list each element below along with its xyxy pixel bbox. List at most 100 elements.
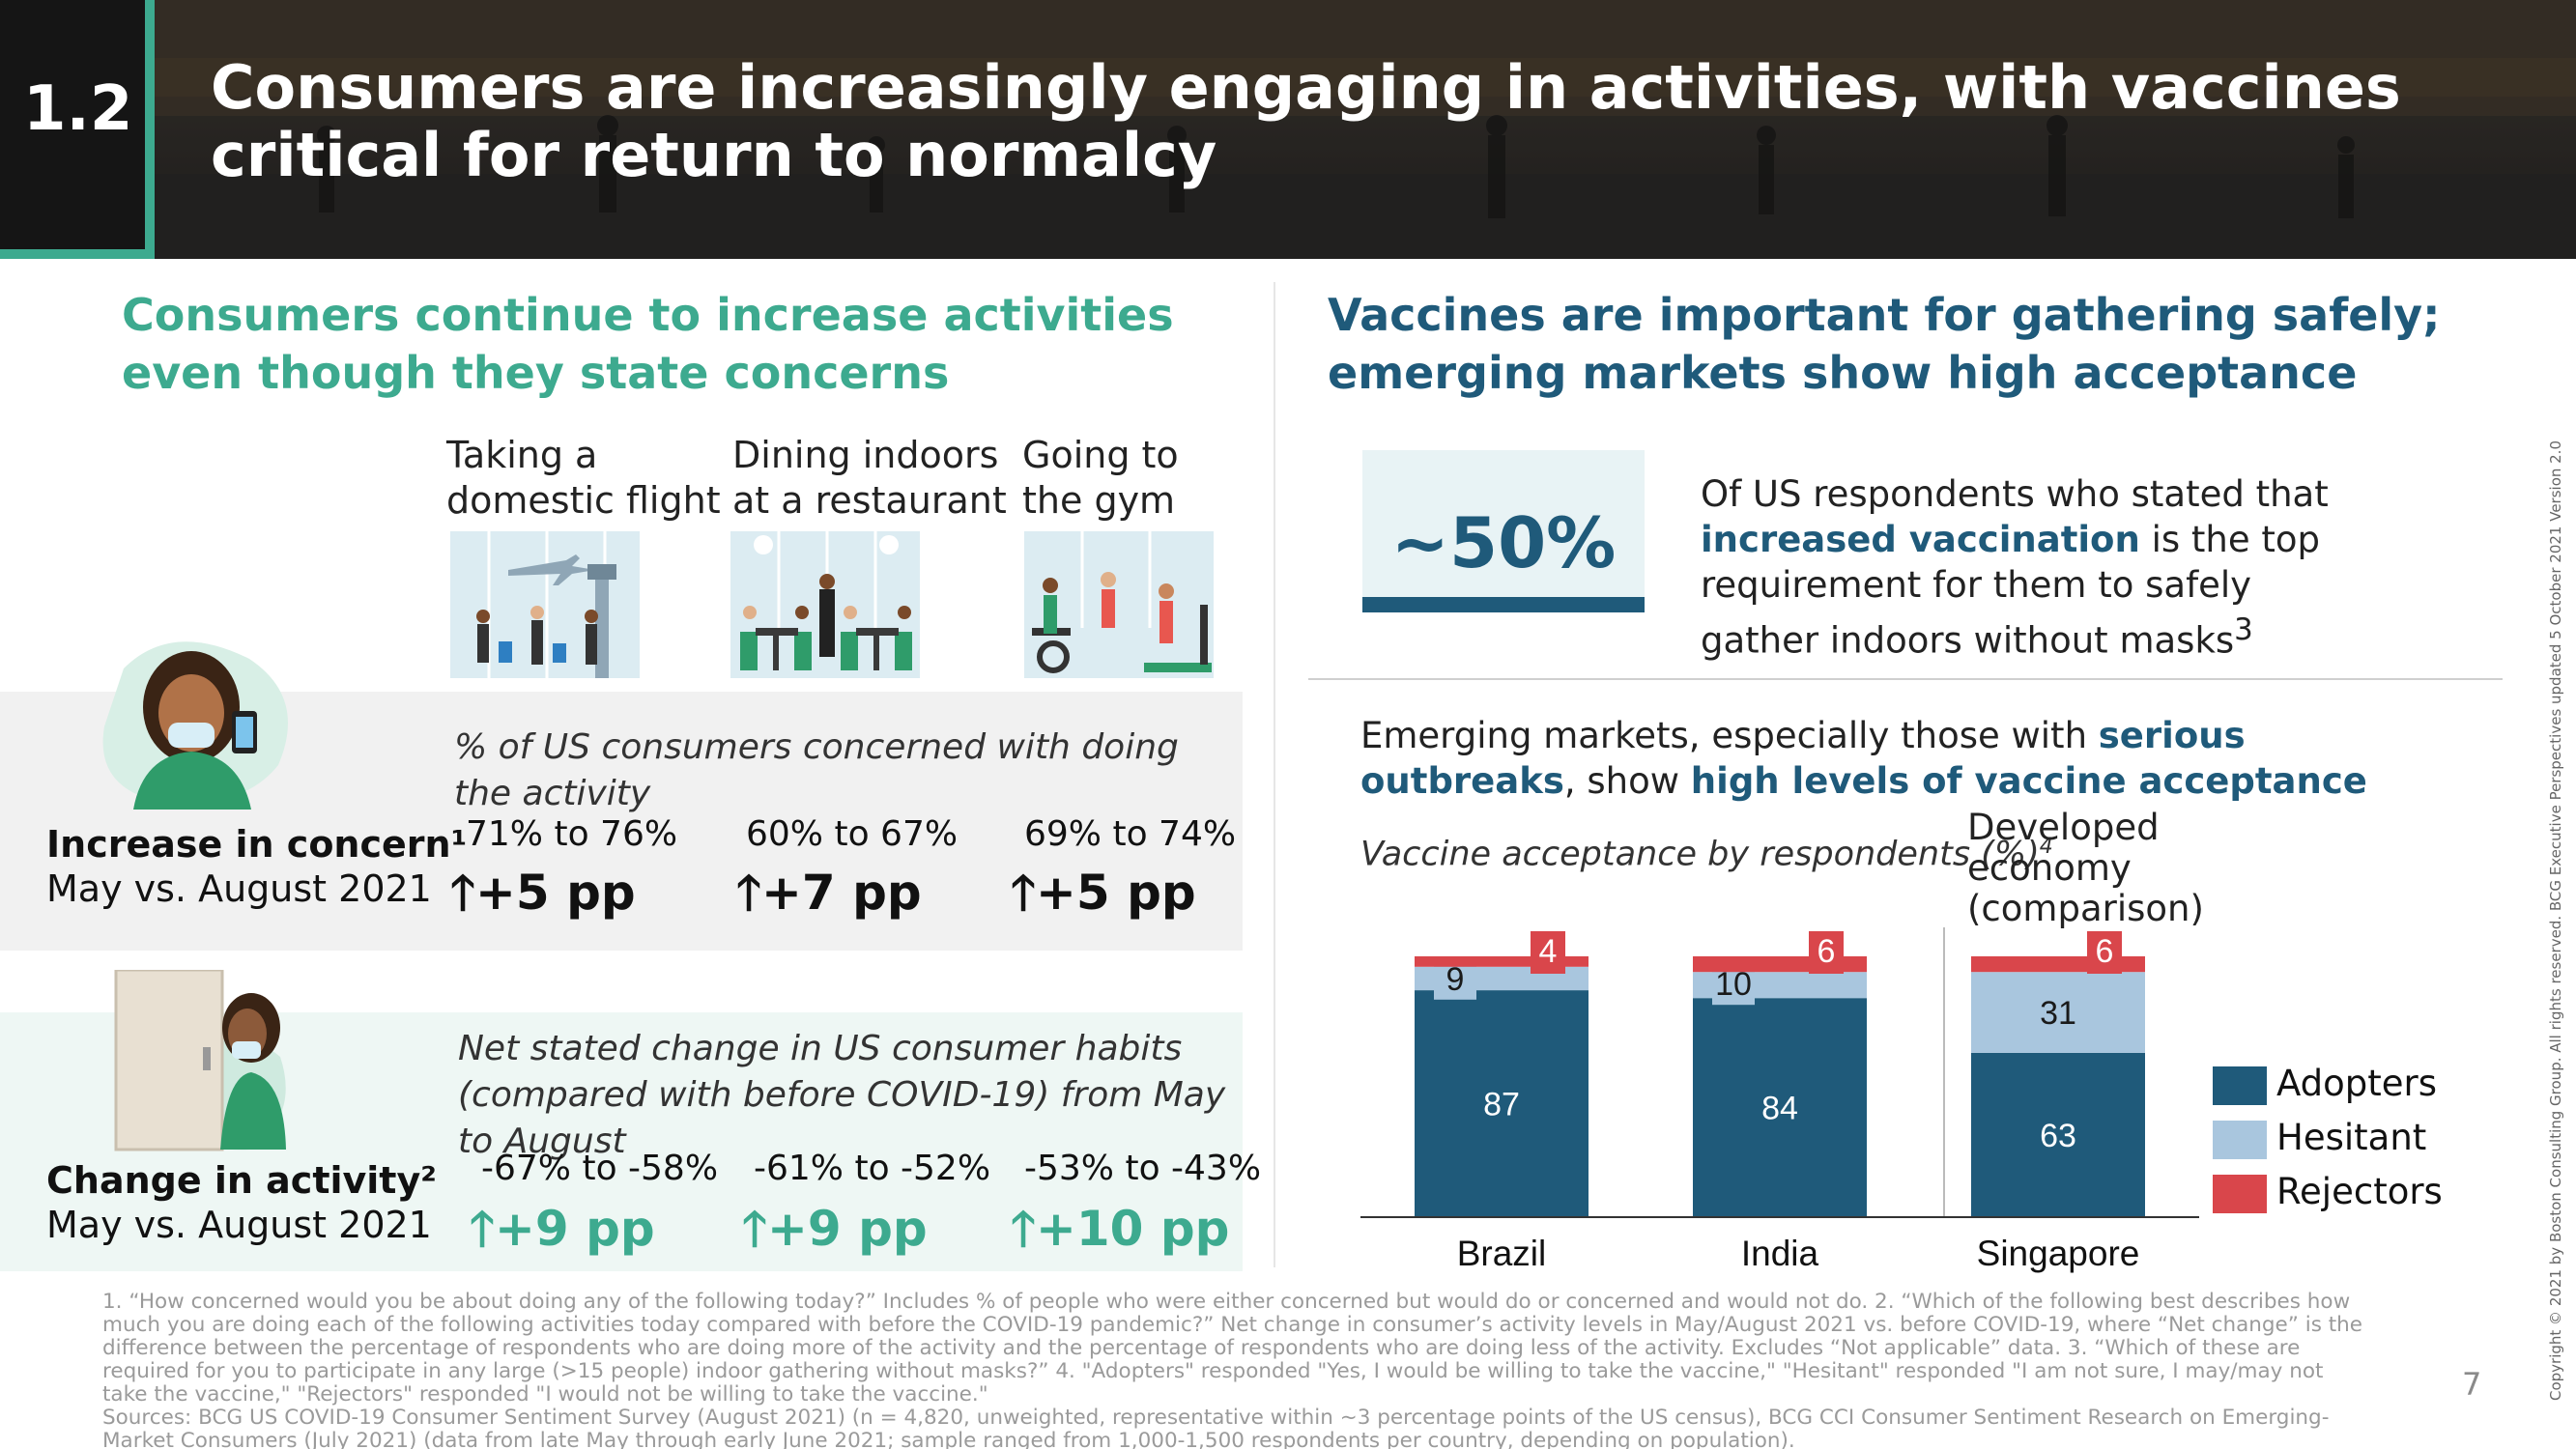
page-title: Consumers are increasingly engaging in a… bbox=[211, 52, 2401, 190]
arrow-up-icon: 🡑 bbox=[470, 1201, 495, 1257]
activity-title-text: Change in activity² bbox=[46, 1159, 437, 1202]
arrow-up-icon: 🡑 bbox=[450, 865, 475, 921]
concern-change-dining-value: +7 pp bbox=[761, 865, 922, 921]
footnotes-text: 1. “How concerned would you be about doi… bbox=[102, 1290, 2363, 1406]
chart-subtitle-text: Vaccine acceptance by respondents (%) bbox=[1360, 835, 2040, 874]
woman-with-phone-illustration bbox=[85, 630, 307, 810]
legend-item-adopters: Adopters bbox=[2213, 1063, 2503, 1109]
restaurant-illustration bbox=[730, 531, 920, 678]
data-label-brazil-hesitant: 9 bbox=[1446, 961, 1465, 998]
arrow-up-icon: 🡑 bbox=[1011, 865, 1036, 921]
activity-change-gym-value: +10 pp bbox=[1036, 1201, 1230, 1257]
stat-text-highlight: increased vaccination bbox=[1701, 519, 2140, 560]
activity-subtitle: Net stated change in US consumer habits … bbox=[458, 1029, 1226, 1161]
arrow-up-icon: 🡑 bbox=[1011, 1201, 1036, 1257]
developed-economy-label: Developed economy (comparison) bbox=[1967, 807, 2204, 929]
category-label-singapore: Singapore bbox=[1977, 1234, 2140, 1273]
bar-singapore-hesitant bbox=[1971, 972, 2145, 1053]
label-box-rejectors bbox=[2087, 931, 2122, 974]
crowd-photo-background bbox=[0, 0, 2576, 259]
data-label-singapore-adopters: 63 bbox=[2040, 1118, 2076, 1154]
header-banner bbox=[0, 0, 2576, 259]
chart-subtitle: Vaccine acceptance by respondents (%)4 bbox=[1360, 835, 2053, 874]
data-label-brazil-rejectors: 4 bbox=[1539, 933, 1558, 970]
concern-change-dining: 🡑+7 pp bbox=[736, 858, 922, 940]
activity-label-dining: Dining indoors at a restaurant bbox=[732, 434, 1007, 522]
concern-period: May vs. August 2021 bbox=[46, 867, 432, 910]
emerging-markets-text: Emerging markets, especially those with … bbox=[1360, 713, 2423, 804]
right-heading: Vaccines are important for gathering saf… bbox=[1328, 289, 2441, 399]
activity-change-flight: 🡑+9 pp bbox=[470, 1194, 655, 1276]
copyright-notice: Copyright © 2021 by Boston Consulting Gr… bbox=[2547, 440, 2564, 1401]
data-label-singapore-hesitant: 31 bbox=[2040, 995, 2076, 1032]
concern-change-flight-value: +5 pp bbox=[475, 865, 636, 921]
category-label-india: India bbox=[1741, 1234, 1819, 1273]
concern-title: Increase in concern¹ bbox=[46, 821, 467, 867]
stat-description: Of US respondents who stated that increa… bbox=[1701, 471, 2377, 663]
activity-change-flight-value: +9 pp bbox=[495, 1201, 655, 1257]
category-label-brazil: Brazil bbox=[1457, 1234, 1547, 1273]
gym-illustration bbox=[1024, 531, 1214, 678]
concern-range-gym: 69% to 74% bbox=[1024, 814, 1237, 854]
activity-period: May vs. August 2021 bbox=[46, 1204, 432, 1246]
data-label-india-hesitant: 10 bbox=[1715, 966, 1752, 1003]
legend-label: Rejectors bbox=[2276, 1171, 2443, 1212]
activity-range-dining: -61% to -52% bbox=[754, 1149, 991, 1188]
header-shade bbox=[0, 0, 2576, 259]
panel-divider bbox=[1274, 282, 1275, 1267]
bar-india-adopters bbox=[1693, 998, 1867, 1217]
left-heading: Consumers continue to increase activitie… bbox=[122, 289, 1174, 399]
em-part1: Emerging markets, especially those with bbox=[1360, 715, 2099, 756]
stat-text-before: Of US respondents who stated that bbox=[1701, 473, 2329, 515]
concern-change-flight: 🡑+5 pp bbox=[450, 858, 636, 940]
arrow-up-icon: 🡑 bbox=[736, 865, 761, 921]
activity-change-dining-value: +9 pp bbox=[767, 1201, 928, 1257]
activity-label-flight: Taking a domestic flight bbox=[446, 434, 721, 522]
legend-label: Adopters bbox=[2276, 1063, 2438, 1104]
activity-label-gym: Going to the gym bbox=[1022, 434, 1179, 522]
activity-range-flight: -67% to -58% bbox=[481, 1149, 719, 1188]
stat-text-after: is the top requirement for them to safel… bbox=[1701, 519, 2321, 662]
data-label-singapore-rejectors: 6 bbox=[2096, 933, 2114, 970]
em-highlight-2: high levels of vaccine acceptance bbox=[1690, 760, 2367, 802]
label-box-rejectors bbox=[1809, 931, 1844, 974]
legend-swatch bbox=[2213, 1175, 2267, 1213]
legend-swatch bbox=[2213, 1121, 2267, 1159]
activity-change-dining: 🡑+9 pp bbox=[742, 1194, 928, 1276]
data-label-india-rejectors: 6 bbox=[1818, 933, 1836, 970]
section-divider bbox=[1308, 678, 2503, 680]
data-label-india-adopters: 84 bbox=[1761, 1091, 1798, 1127]
stat-value: ~50% bbox=[1390, 502, 1617, 583]
concern-title-text: Increase in concern¹ bbox=[46, 823, 468, 866]
section-number: 1.2 bbox=[23, 73, 133, 145]
woman-at-door-illustration bbox=[106, 968, 300, 1153]
footnotes: 1. “How concerned would you be about doi… bbox=[102, 1291, 2363, 1449]
bar-singapore-adopters bbox=[1971, 1052, 2145, 1217]
sources-text: Sources: BCG US COVID-19 Consumer Sentim… bbox=[102, 1406, 2330, 1449]
concern-range-flight: 71% to 76% bbox=[466, 814, 678, 854]
em-part2: , show bbox=[1563, 760, 1691, 802]
legend-swatch bbox=[2213, 1066, 2267, 1105]
concern-subtitle: % of US consumers concerned with doing t… bbox=[454, 727, 1179, 813]
section-number-box: 1.2 bbox=[0, 0, 155, 259]
stat-callout: ~50% bbox=[1362, 450, 1645, 612]
airport-illustration bbox=[450, 531, 640, 678]
page-number: 7 bbox=[2462, 1366, 2482, 1403]
activity-change-gym: 🡑+10 pp bbox=[1011, 1194, 1229, 1276]
vaccine-acceptance-chart: 87 9 4 Brazil 84 10 6 India 63 31 6 Singapore bbox=[1360, 927, 2199, 1273]
concern-change-gym: 🡑+5 pp bbox=[1011, 858, 1196, 940]
legend-item-rejectors: Rejectors bbox=[2213, 1171, 2503, 1217]
em-highlight-1: serious outbreaks bbox=[1360, 715, 2246, 802]
legend-label: Hesitant bbox=[2276, 1117, 2427, 1158]
stat-footnote-mark: 3 bbox=[2234, 612, 2253, 647]
concern-range-dining: 60% to 67% bbox=[746, 814, 959, 854]
concern-change-gym-value: +5 pp bbox=[1036, 865, 1196, 921]
bar-brazil-rejectors bbox=[1415, 956, 1589, 967]
arrow-up-icon: 🡑 bbox=[742, 1201, 767, 1257]
chart-subtitle-mark: 4 bbox=[2039, 835, 2053, 859]
bar-brazil-adopters bbox=[1415, 990, 1589, 1217]
activity-title: Change in activity² bbox=[46, 1157, 437, 1204]
data-label-brazil-adopters: 87 bbox=[1483, 1087, 1520, 1123]
label-box-rejectors bbox=[1531, 931, 1565, 974]
legend-item-hesitant: Hesitant bbox=[2213, 1117, 2503, 1163]
